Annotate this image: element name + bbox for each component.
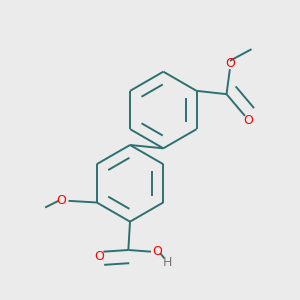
Text: O: O [243, 114, 253, 127]
Text: H: H [162, 256, 172, 269]
Text: O: O [225, 57, 235, 70]
Text: O: O [153, 245, 163, 258]
Text: O: O [94, 250, 104, 263]
Text: O: O [56, 194, 66, 207]
